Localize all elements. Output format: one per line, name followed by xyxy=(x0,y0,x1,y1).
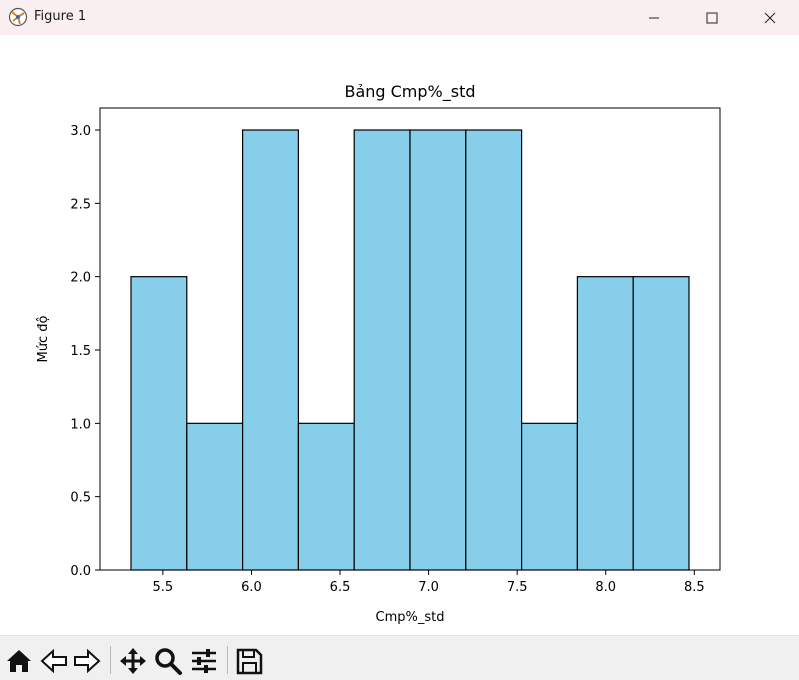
y-axis-ticks: 0.0 0.5 1.0 1.5 2.0 2.5 3.0 xyxy=(70,124,100,579)
axes-frame xyxy=(99,107,721,571)
toolbar-separator xyxy=(110,646,111,674)
y-axis-label: Mức độ xyxy=(36,315,51,362)
y-tick-label: 0.0 xyxy=(70,564,91,579)
x-tick-label: 7.0 xyxy=(418,580,439,595)
y-tick-label: 2.5 xyxy=(70,197,91,212)
histogram-bar xyxy=(242,129,300,571)
back-icon[interactable] xyxy=(39,646,69,676)
toolbar-separator xyxy=(227,646,228,674)
x-tick-label: 6.5 xyxy=(330,580,351,595)
maximize-button[interactable] xyxy=(683,0,741,35)
y-tick-label: 1.0 xyxy=(70,417,91,432)
histogram-bar xyxy=(353,129,411,571)
title-bar: Figure 1 xyxy=(0,0,799,35)
x-tick-label: 8.0 xyxy=(595,580,616,595)
window-title: Figure 1 xyxy=(34,9,87,24)
x-tick-label: 6.0 xyxy=(241,580,262,595)
histogram-bar xyxy=(465,129,523,571)
configure-subplots-icon[interactable] xyxy=(189,646,219,676)
histogram-bar xyxy=(186,422,244,571)
y-tick-label: 2.0 xyxy=(70,271,91,286)
histogram-bar xyxy=(130,276,188,571)
bars-group xyxy=(130,129,690,571)
x-tick-label: 8.5 xyxy=(684,580,705,595)
x-axis-ticks: 5.5 6.0 6.5 7.0 7.5 8.0 8.5 xyxy=(153,570,705,595)
app-icon xyxy=(8,7,28,27)
histogram-bar xyxy=(520,422,578,571)
histogram-bar xyxy=(297,422,355,571)
y-tick-label: 0.5 xyxy=(70,491,91,506)
navigation-toolbar xyxy=(0,635,799,680)
histogram-bar xyxy=(576,276,634,571)
close-button[interactable] xyxy=(741,0,799,35)
pan-icon[interactable] xyxy=(118,646,148,676)
x-tick-label: 7.5 xyxy=(507,580,528,595)
histogram-chart: Bảng Cmp%_std 5.5 6.0 6.5 7.0 7.5 8.0 8.5 0.00… xyxy=(36,82,721,625)
plot-area: Bảng Cmp%_std 5.5 6.0 6.5 7.0 7.5 8.0 8.5 0.0 0… xyxy=(0,35,799,635)
y-tick-label: 1.5 xyxy=(70,344,91,359)
y-tick-label: 3.0 xyxy=(70,124,91,139)
save-icon[interactable] xyxy=(234,646,264,676)
minimize-button[interactable] xyxy=(625,0,683,35)
minimize-icon xyxy=(649,17,659,18)
zoom-icon[interactable] xyxy=(153,646,183,676)
histogram-bar xyxy=(409,129,467,571)
forward-icon[interactable] xyxy=(72,646,102,676)
x-tick-label: 5.5 xyxy=(153,580,174,595)
histogram-bar xyxy=(632,276,690,571)
home-icon[interactable] xyxy=(4,646,34,676)
maximize-icon xyxy=(706,12,718,23)
chart-title: Bảng Cmp%_std xyxy=(344,82,475,102)
close-icon xyxy=(764,12,776,23)
x-axis-label: Cmp%_std xyxy=(376,610,445,625)
